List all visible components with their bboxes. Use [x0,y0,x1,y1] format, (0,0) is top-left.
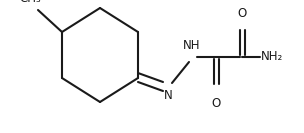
Text: NH₂: NH₂ [261,51,283,63]
Text: NH: NH [183,39,201,52]
Text: N: N [164,89,173,102]
Text: O: O [237,7,247,20]
Text: O: O [211,97,221,110]
Text: CH₃: CH₃ [19,0,41,5]
